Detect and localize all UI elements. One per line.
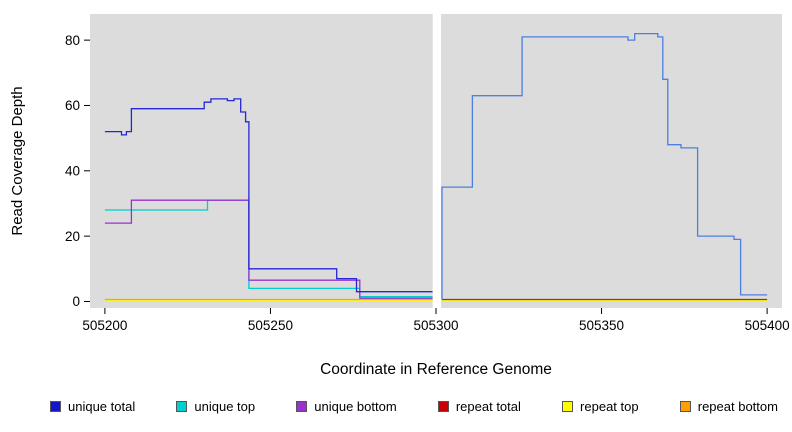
x-tick-label: 505300 xyxy=(413,318,458,333)
legend-swatch xyxy=(176,401,188,412)
y-tick-label: 40 xyxy=(65,164,80,179)
series-unique-total xyxy=(441,32,768,300)
legend-label: repeat top xyxy=(580,399,639,414)
legend-item: unique top xyxy=(176,399,255,414)
y-tick-label: 80 xyxy=(65,33,80,48)
legend-label: unique top xyxy=(194,399,256,414)
legend-label: repeat total xyxy=(455,399,521,414)
x-tick-label: 505400 xyxy=(745,318,790,333)
x-tick-label: 505200 xyxy=(82,318,127,333)
coverage-gap xyxy=(432,14,441,308)
y-tick-label: 0 xyxy=(72,294,80,309)
legend-swatch xyxy=(437,401,449,412)
legend-item: repeat bottom xyxy=(679,399,778,414)
plot-layers: 0 20 40 60 80 505200 505250 505300 505350 505400 xyxy=(65,14,790,333)
legend-label: unique total xyxy=(68,399,136,414)
y-axis-title: Read Coverage Depth xyxy=(9,86,26,235)
series-unique-total xyxy=(104,98,433,293)
x-tick-label: 505350 xyxy=(579,318,624,333)
legend-swatch xyxy=(50,401,61,412)
legend-item: unique bottom xyxy=(296,399,397,414)
x-tick-label: 505250 xyxy=(248,318,293,333)
y-tick-label: 60 xyxy=(65,98,80,113)
legend-swatch xyxy=(562,401,574,412)
legend-item: repeat top xyxy=(562,399,639,414)
legend-swatch xyxy=(679,401,691,412)
y-tick-label: 20 xyxy=(65,229,80,244)
x-axis-title: Coordinate in Reference Genome xyxy=(320,361,552,378)
legend-label: unique bottom xyxy=(314,399,397,414)
legend-item: unique total xyxy=(50,399,135,414)
legend: unique total unique top unique bottom repea… xyxy=(0,399,792,414)
legend-label: repeat bottom xyxy=(697,399,778,414)
legend-swatch xyxy=(296,401,308,412)
legend-item: repeat total xyxy=(437,399,521,414)
